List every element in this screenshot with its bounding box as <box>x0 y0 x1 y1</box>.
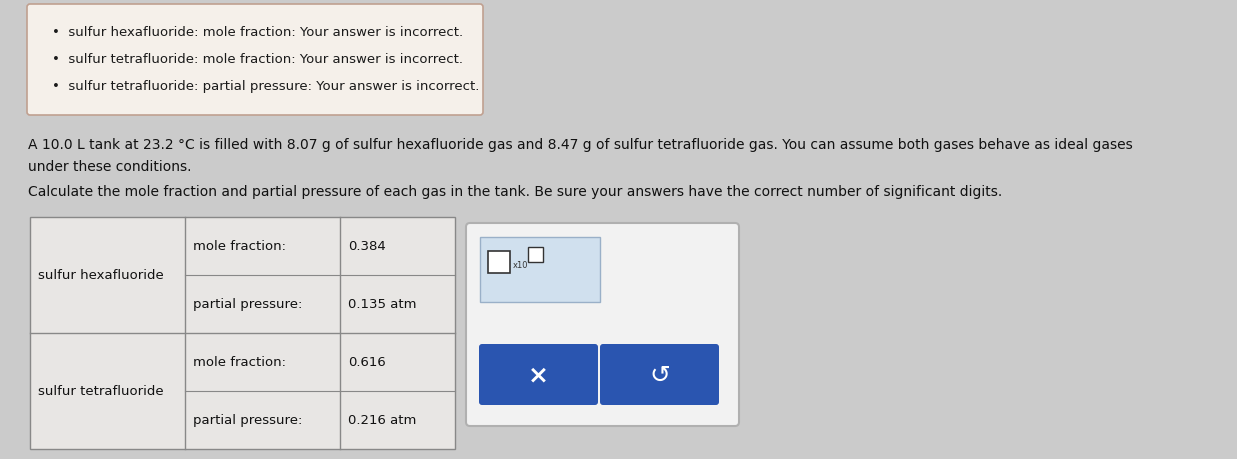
Text: partial pressure:: partial pressure: <box>193 298 302 311</box>
Text: x10: x10 <box>513 260 528 269</box>
FancyBboxPatch shape <box>466 224 738 426</box>
Text: Calculate the mole fraction and partial pressure of each gas in the tank. Be sur: Calculate the mole fraction and partial … <box>28 185 1002 199</box>
Text: mole fraction:: mole fraction: <box>193 356 286 369</box>
Text: mole fraction:: mole fraction: <box>193 240 286 253</box>
Bar <box>489 252 510 274</box>
Text: sulfur hexafluoride: sulfur hexafluoride <box>38 269 163 282</box>
Bar <box>480 237 600 302</box>
Text: •  sulfur hexafluoride: mole fraction: Your answer is incorrect.: • sulfur hexafluoride: mole fraction: Yo… <box>52 26 463 39</box>
Text: ↺: ↺ <box>649 363 670 386</box>
FancyBboxPatch shape <box>479 344 597 405</box>
Text: 0.135 atm: 0.135 atm <box>348 298 417 311</box>
Text: 0.616: 0.616 <box>348 356 386 369</box>
FancyBboxPatch shape <box>600 344 719 405</box>
Text: ×: × <box>528 363 549 386</box>
Text: under these conditions.: under these conditions. <box>28 160 192 174</box>
Bar <box>528 247 543 263</box>
Text: A 10.0 L tank at 23.2 °C is filled with 8.07 g of sulfur hexafluoride gas and 8.: A 10.0 L tank at 23.2 °C is filled with … <box>28 138 1133 151</box>
FancyBboxPatch shape <box>27 5 482 116</box>
Text: partial pressure:: partial pressure: <box>193 414 302 426</box>
Text: •  sulfur tetrafluoride: mole fraction: Your answer is incorrect.: • sulfur tetrafluoride: mole fraction: Y… <box>52 53 463 66</box>
Bar <box>30 218 455 449</box>
Text: 0.216 atm: 0.216 atm <box>348 414 417 426</box>
Text: 0.384: 0.384 <box>348 240 386 253</box>
Text: •  sulfur tetrafluoride: partial pressure: Your answer is incorrect.: • sulfur tetrafluoride: partial pressure… <box>52 80 480 93</box>
Text: sulfur tetrafluoride: sulfur tetrafluoride <box>38 385 163 397</box>
